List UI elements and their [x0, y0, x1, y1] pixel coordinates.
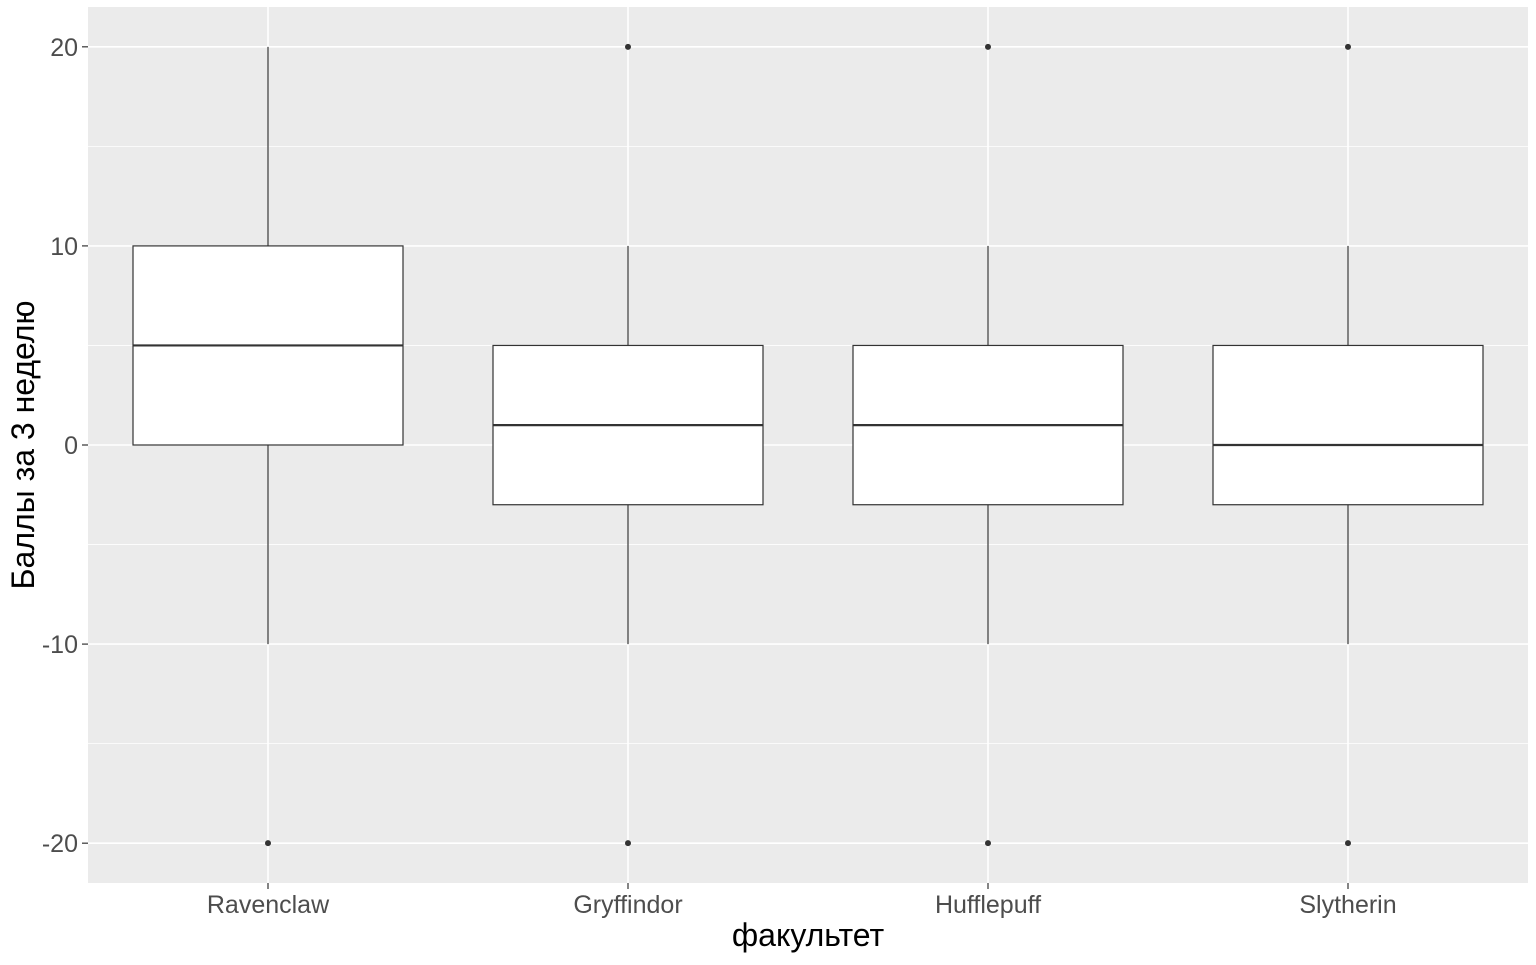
box-slytherin	[1212, 43, 1484, 847]
x-axis-title: факультет	[732, 917, 885, 953]
outlier-point	[1345, 43, 1351, 50]
outlier-point	[1345, 840, 1351, 847]
x-tick-label: Slytherin	[1299, 891, 1396, 919]
axes: -20 -10 0 10 20 Ravenclaw Gryffindor Hufflepuff…	[42, 34, 1397, 919]
outlier-point	[985, 43, 991, 50]
x-tick-label: Ravenclaw	[207, 891, 330, 919]
iqr-box	[1212, 344, 1484, 506]
outlier-point	[625, 43, 631, 50]
y-tick-label: -20	[42, 830, 78, 858]
box-gryffindor	[492, 43, 764, 847]
y-axis-title: Баллы за 3 неделю	[5, 301, 41, 590]
box-hufflepuff	[852, 43, 1124, 847]
x-tick-label: Gryffindor	[573, 891, 682, 919]
y-tick-label: 0	[64, 432, 78, 460]
y-tick-label: 20	[50, 34, 78, 62]
boxes	[132, 43, 1484, 847]
outlier-point	[985, 840, 991, 847]
y-tick-label: -10	[42, 631, 78, 659]
outlier-point	[625, 840, 631, 847]
x-tick-label: Hufflepuff	[935, 891, 1041, 919]
y-tick-label: 10	[50, 233, 78, 261]
box-ravenclaw	[132, 46, 404, 847]
outlier-point	[265, 840, 271, 847]
